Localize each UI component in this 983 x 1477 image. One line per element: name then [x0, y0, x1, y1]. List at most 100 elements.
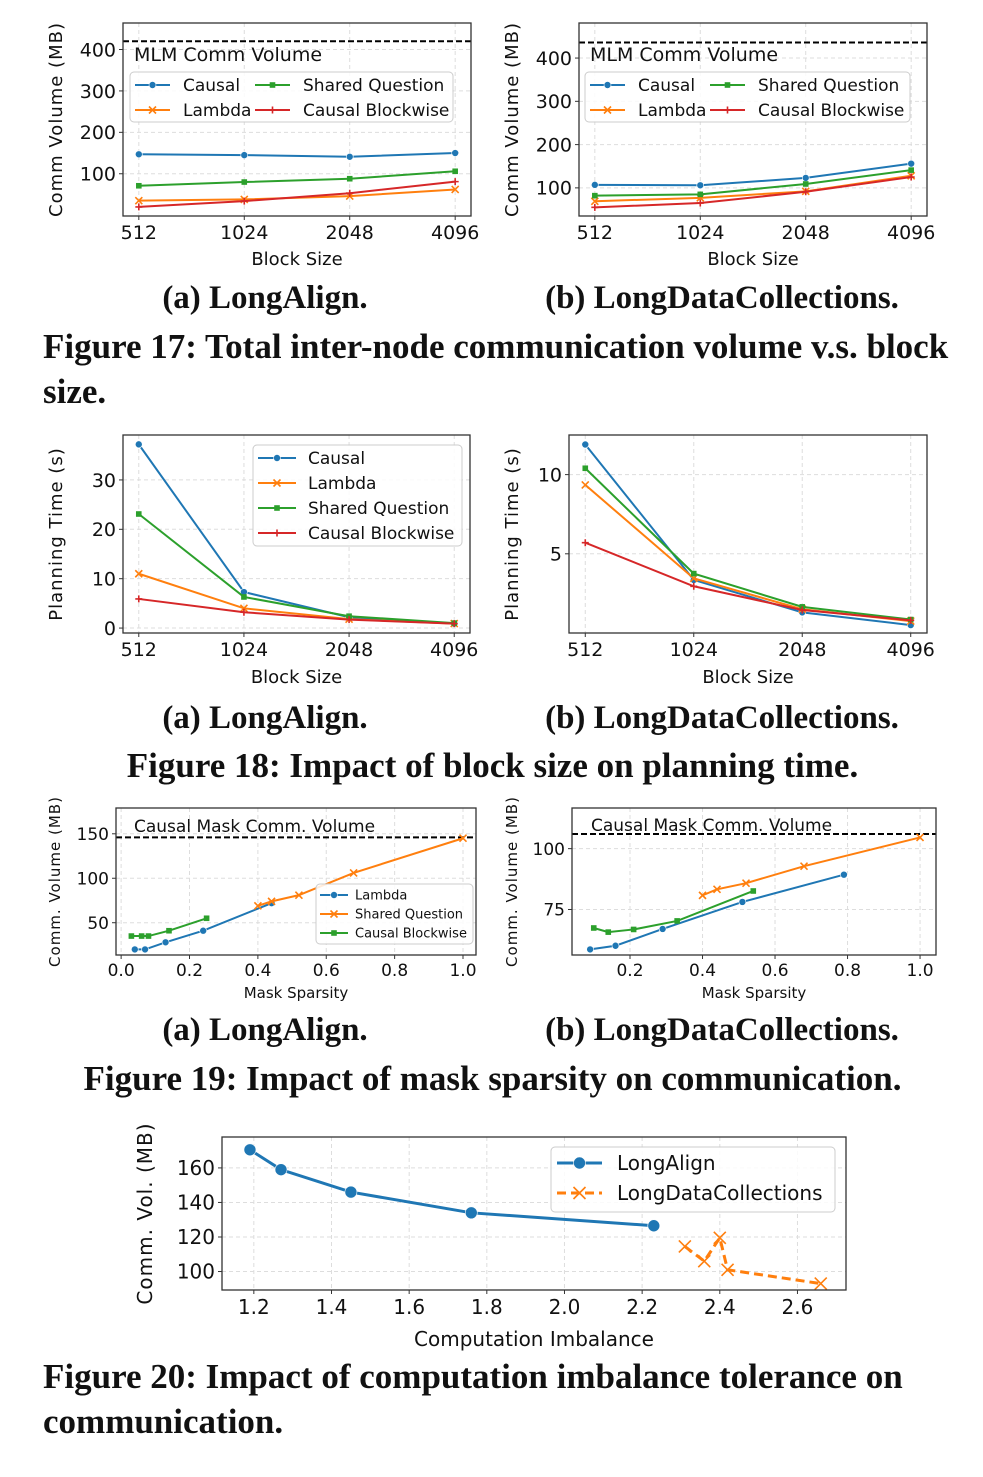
legend-label: Lambda: [638, 101, 706, 121]
legend-marker-icon: [273, 454, 281, 462]
legend-marker-icon: [603, 105, 612, 115]
data-point: [697, 191, 704, 198]
y-axis-label: Planning Time (s): [46, 447, 67, 620]
data-point: [581, 480, 590, 489]
legend: Causal Lambda Shared Question Causal Blockw…: [252, 444, 463, 547]
x-tick-label: 1024: [676, 222, 724, 244]
x-tick-label: 512: [121, 639, 157, 661]
fig18a-subcaption: (a) LongAlign.: [162, 700, 368, 736]
legend-box: [315, 883, 474, 945]
fig20-caption: Figure 20: Impact of computation imbalan…: [43, 1357, 903, 1441]
data-point: [166, 927, 172, 934]
y-tick-label: 160: [177, 1156, 215, 1180]
legend-marker-icon: [148, 105, 157, 115]
x-tick-label: 2048: [325, 639, 373, 661]
data-point: [138, 933, 145, 939]
data-point: [658, 925, 667, 933]
series-line-causal-blockwise: [594, 176, 912, 209]
legend-marker-icon: [573, 1156, 586, 1170]
data-point: [464, 1206, 478, 1220]
fig17b-chart: 512 1024 2048 4096 100 200 300 400 Block Size Com…: [502, 22, 935, 270]
x-tick-label: 0.0: [108, 961, 135, 981]
legend: Lambda Shared Question Causal Blockwise: [315, 883, 474, 945]
data-point: [840, 870, 848, 879]
legend-label: Shared Question: [308, 499, 449, 519]
fig19a-chart: 0.0 0.2 0.4 0.6 0.8 1.0 50 100 150 Mask Sparsity C…: [46, 796, 477, 1002]
legend-label: Lambda: [355, 889, 407, 904]
series-line-lambda: [138, 188, 456, 202]
fig17a-chart: 512 1024 2048 4096 100 200 300 400 Block Size Com…: [46, 22, 479, 270]
y-tick-label: 400: [80, 39, 116, 61]
legend-marker-icon: [572, 1186, 587, 1200]
data-point: [241, 179, 248, 185]
fig19b-chart: 0.2 0.4 0.6 0.8 1.0 75 100 Mask Sparsity Comm. V…: [503, 796, 937, 1002]
y-tick-label: 150: [77, 825, 109, 845]
data-point: [267, 897, 276, 906]
x-tick-label: 0.2: [176, 961, 203, 981]
data-point: [590, 197, 599, 206]
x-axis-label: Block Size: [251, 667, 342, 688]
data-point: [134, 196, 143, 205]
data-point: [802, 188, 810, 196]
axes-frame: [115, 807, 477, 956]
x-tick-label: 0.4: [244, 961, 271, 981]
axes-frame: [122, 434, 471, 634]
fig18-caption: Figure 18: Impact of block size on plann…: [126, 746, 859, 785]
data-point: [345, 616, 353, 624]
x-tick-label: 1.0: [907, 961, 934, 981]
x-tick-label: 4096: [887, 639, 935, 661]
axes-frame: [568, 434, 928, 634]
data-point: [915, 833, 925, 842]
x-axis-label: Mask Sparsity: [702, 984, 807, 1002]
x-axis-label: Block Size: [251, 249, 342, 270]
data-point: [611, 941, 620, 950]
y-tick-label: 100: [77, 869, 109, 889]
x-tick-label: 1024: [220, 639, 268, 661]
series-line-shared-question: [584, 467, 911, 621]
x-tick-label: 2.2: [626, 1295, 658, 1319]
axes-frame: [571, 807, 937, 956]
y-tick-label: 100: [536, 178, 572, 200]
data-point: [801, 174, 810, 182]
legend-marker-icon: [269, 106, 276, 114]
data-point: [240, 151, 249, 159]
data-point: [135, 511, 142, 517]
data-point: [721, 1263, 735, 1277]
data-point: [591, 181, 599, 189]
legend-label: Causal Blockwise: [758, 101, 904, 121]
legend-marker-icon: [273, 529, 281, 537]
x-tick-label: 2.4: [704, 1295, 736, 1319]
data-point: [690, 582, 698, 590]
y-tick-label: 20: [92, 519, 116, 541]
y-tick-label: 0: [104, 618, 116, 640]
data-point: [605, 929, 612, 935]
y-tick-label: 100: [177, 1260, 215, 1284]
data-point: [907, 616, 915, 624]
legend-label: Shared Question: [758, 76, 899, 96]
x-tick-label: 512: [567, 639, 603, 661]
data-point: [134, 440, 143, 449]
fig18b-chart: 512 1024 2048 4096 5 10 Block Size Planning Tim…: [502, 434, 935, 688]
data-point: [674, 918, 680, 924]
legend-box: [584, 71, 911, 123]
legend-label: Shared Question: [303, 76, 444, 96]
axes-frame: [122, 22, 472, 217]
legend-marker-icon: [724, 82, 731, 88]
data-point: [802, 181, 809, 187]
legend: Causal Lambda Shared Question Causal Blockw…: [129, 71, 454, 123]
legend-marker-icon: [272, 478, 282, 488]
data-point: [161, 938, 170, 947]
legend-box: [550, 1146, 836, 1213]
legend-marker-icon: [148, 81, 157, 89]
data-point: [697, 1254, 711, 1268]
x-tick-label: 4096: [887, 222, 935, 244]
data-point: [349, 868, 358, 877]
x-tick-label: 0.8: [834, 961, 861, 981]
y-tick-label: 5: [550, 544, 562, 566]
reference-line-label: MLM Comm Volume: [590, 44, 778, 66]
y-axis-label: Comm Volume (MB): [502, 22, 523, 217]
legend-label: Causal: [183, 76, 240, 96]
data-point: [591, 203, 599, 211]
